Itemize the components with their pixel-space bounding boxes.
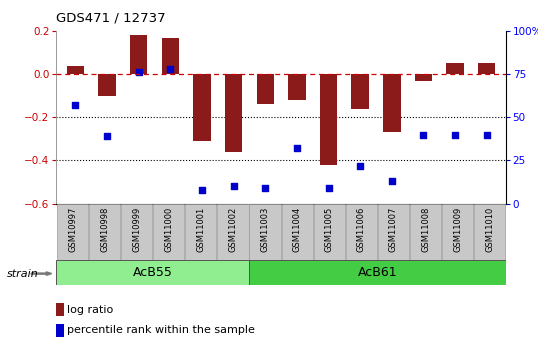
FancyBboxPatch shape [249,260,506,285]
Bar [162,38,179,74]
Point [324,185,333,191]
Text: log ratio: log ratio [67,305,113,315]
Text: GSM11007: GSM11007 [389,206,398,252]
Text: GSM10999: GSM10999 [132,206,141,252]
Point [134,70,143,75]
Bar [383,74,400,132]
Text: GDS471 / 12737: GDS471 / 12737 [56,11,166,24]
Point [483,132,491,137]
Bar [351,74,369,109]
Point [261,185,270,191]
Bar [288,74,306,100]
Bar [56,324,64,337]
Text: GSM10998: GSM10998 [100,206,109,252]
FancyBboxPatch shape [217,204,249,260]
FancyBboxPatch shape [56,260,249,285]
Text: GSM11003: GSM11003 [260,206,270,252]
FancyBboxPatch shape [89,204,120,260]
FancyBboxPatch shape [281,204,313,260]
Text: GSM11001: GSM11001 [196,206,206,252]
Point [103,134,111,139]
Bar [320,74,337,165]
Bar [56,304,64,316]
FancyBboxPatch shape [378,204,409,260]
FancyBboxPatch shape [410,204,441,260]
Point [293,146,301,151]
FancyBboxPatch shape [474,204,505,260]
Point [229,184,238,189]
FancyBboxPatch shape [185,204,216,260]
Text: strain: strain [6,269,38,278]
Text: AcB61: AcB61 [358,266,397,279]
Bar [478,63,495,74]
Text: GSM11000: GSM11000 [164,206,173,252]
FancyBboxPatch shape [57,204,88,260]
Point [356,163,365,168]
Text: GSM11009: GSM11009 [453,206,462,252]
Text: percentile rank within the sample: percentile rank within the sample [67,325,254,335]
FancyBboxPatch shape [314,204,345,260]
Bar [415,74,432,81]
Point [71,102,80,108]
FancyBboxPatch shape [442,204,473,260]
Bar [130,36,147,74]
Text: GSM11002: GSM11002 [229,206,237,252]
Point [419,132,428,137]
Text: GSM11006: GSM11006 [357,206,366,252]
Point [451,132,459,137]
Bar [257,74,274,104]
Point [166,66,175,72]
Text: GSM10997: GSM10997 [68,206,77,252]
Bar [225,74,242,152]
Bar [193,74,211,141]
Text: AcB55: AcB55 [133,266,173,279]
FancyBboxPatch shape [121,204,152,260]
Bar [447,63,464,74]
Point [197,187,206,193]
FancyBboxPatch shape [153,204,185,260]
Text: GSM11008: GSM11008 [421,206,430,252]
Point [387,178,396,184]
Bar [67,66,84,74]
Text: GSM11005: GSM11005 [325,206,334,252]
Text: GSM11010: GSM11010 [485,206,494,252]
FancyBboxPatch shape [250,204,281,260]
FancyBboxPatch shape [346,204,377,260]
Bar [98,74,116,96]
Text: GSM11004: GSM11004 [293,206,302,252]
